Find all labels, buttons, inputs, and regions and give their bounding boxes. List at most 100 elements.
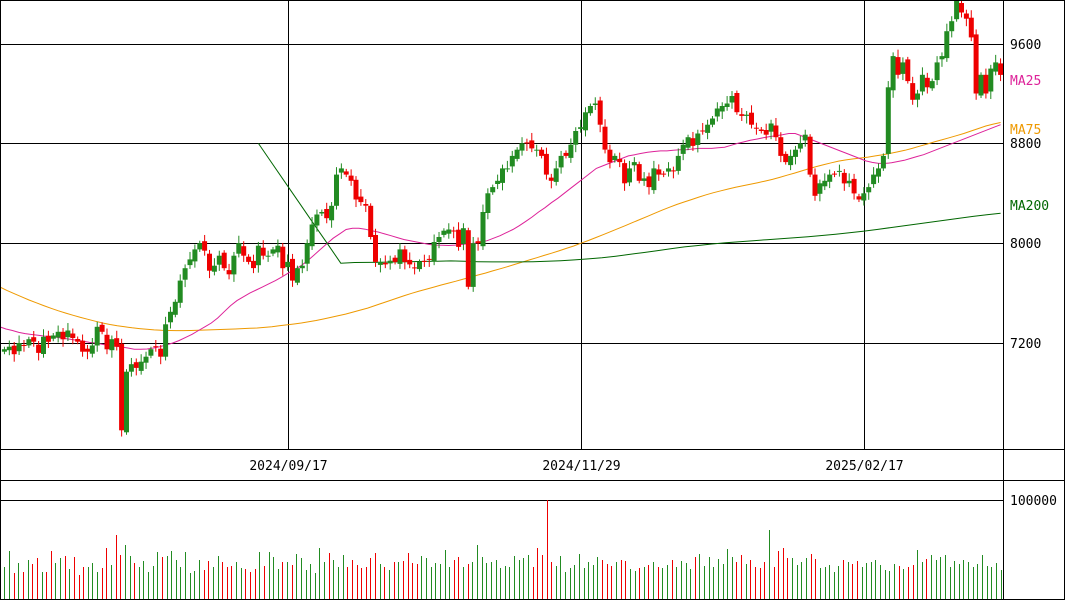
candle-up bbox=[138, 361, 144, 371]
candle-up bbox=[431, 242, 437, 262]
candle-down bbox=[998, 63, 1004, 75]
candle-up bbox=[729, 96, 735, 103]
candle-down bbox=[646, 176, 652, 188]
candle-up bbox=[94, 326, 100, 346]
candle-down bbox=[563, 152, 569, 156]
candle-down bbox=[856, 196, 862, 200]
candle-down bbox=[812, 174, 818, 196]
candle-down bbox=[324, 209, 330, 219]
candle-down bbox=[60, 331, 66, 340]
candle-up bbox=[216, 255, 222, 265]
legend-ma25: MA25 bbox=[1010, 74, 1041, 89]
candle-up bbox=[587, 106, 593, 114]
candle-up bbox=[500, 168, 505, 183]
candle-up bbox=[197, 243, 203, 250]
candle-up bbox=[666, 168, 671, 172]
candle-up bbox=[802, 134, 808, 141]
candle-down bbox=[602, 126, 608, 150]
candle-up bbox=[695, 133, 701, 145]
candle-up bbox=[680, 144, 686, 154]
candle-down bbox=[661, 173, 667, 175]
candle-up bbox=[168, 311, 173, 323]
candle-up bbox=[231, 255, 237, 275]
candle-up bbox=[612, 155, 618, 161]
candle-down bbox=[451, 230, 457, 232]
candle-up bbox=[55, 331, 61, 338]
candle-up bbox=[329, 205, 335, 221]
candle-up bbox=[705, 124, 711, 133]
candle-up bbox=[309, 224, 315, 247]
candle-up bbox=[871, 174, 877, 185]
candle-down bbox=[80, 340, 86, 352]
candle-up bbox=[509, 155, 515, 167]
candle-up bbox=[685, 137, 691, 148]
candle-up bbox=[929, 81, 935, 89]
candle-down bbox=[348, 175, 354, 181]
candle-up bbox=[919, 74, 925, 92]
candle-up bbox=[675, 155, 681, 171]
candle-down bbox=[368, 205, 374, 237]
candle-down bbox=[636, 164, 642, 181]
candle-up bbox=[915, 93, 920, 100]
candle-down bbox=[421, 260, 427, 262]
candle-down bbox=[539, 149, 545, 156]
candle-down bbox=[968, 17, 974, 38]
candle-up bbox=[719, 106, 725, 112]
legend-ma75: MA75 bbox=[1010, 123, 1041, 138]
candle-down bbox=[31, 337, 37, 342]
candle-up bbox=[485, 193, 491, 213]
candle-up bbox=[651, 168, 657, 191]
candle-up bbox=[26, 339, 32, 346]
candle-down bbox=[959, 3, 964, 13]
candle-down bbox=[241, 246, 247, 256]
candle-up bbox=[163, 324, 169, 357]
ma25-line bbox=[0, 124, 1001, 350]
candle-down bbox=[622, 163, 628, 184]
candle-up bbox=[470, 243, 476, 287]
candle-up bbox=[846, 180, 852, 184]
candle-down bbox=[260, 247, 266, 256]
candlesticks bbox=[1, 0, 1004, 437]
candle-down bbox=[402, 249, 408, 262]
price-tick-label: 8000 bbox=[1010, 237, 1041, 252]
candle-up bbox=[934, 62, 940, 81]
candle-up bbox=[41, 336, 46, 354]
candle-down bbox=[656, 169, 662, 175]
candle-up bbox=[304, 243, 310, 264]
candle-down bbox=[85, 348, 90, 352]
candle-down bbox=[45, 335, 51, 342]
candle-down bbox=[133, 362, 139, 368]
candle-down bbox=[21, 345, 27, 346]
candle-up bbox=[172, 301, 178, 315]
candle-down bbox=[412, 267, 418, 269]
candle-up bbox=[744, 114, 750, 116]
candle-down bbox=[963, 13, 969, 19]
candle-up bbox=[631, 162, 637, 166]
candle-up bbox=[768, 123, 774, 132]
candle-up bbox=[16, 343, 22, 352]
candle-up bbox=[377, 261, 383, 265]
candle-down bbox=[807, 136, 813, 175]
candle-down bbox=[75, 339, 81, 342]
candle-down bbox=[739, 114, 745, 116]
candle-up bbox=[143, 356, 149, 363]
candle-down bbox=[841, 172, 847, 184]
candle-up bbox=[285, 261, 291, 268]
candle-up bbox=[338, 168, 344, 173]
axis-labels: 2024/09/172024/11/292025/02/172025/05/01… bbox=[249, 38, 1057, 509]
candle-up bbox=[876, 168, 881, 177]
candle-up bbox=[900, 62, 906, 74]
candle-up bbox=[314, 214, 320, 226]
candle-up bbox=[641, 178, 647, 181]
candle-up bbox=[534, 149, 540, 151]
candle-down bbox=[426, 258, 432, 260]
candle-down bbox=[11, 345, 17, 355]
candle-up bbox=[988, 68, 994, 92]
volume-tick-label: 100000 bbox=[1010, 494, 1057, 509]
candle-up bbox=[270, 249, 276, 254]
candle-up bbox=[836, 170, 842, 172]
candle-down bbox=[548, 177, 554, 181]
candle-up bbox=[866, 187, 872, 193]
